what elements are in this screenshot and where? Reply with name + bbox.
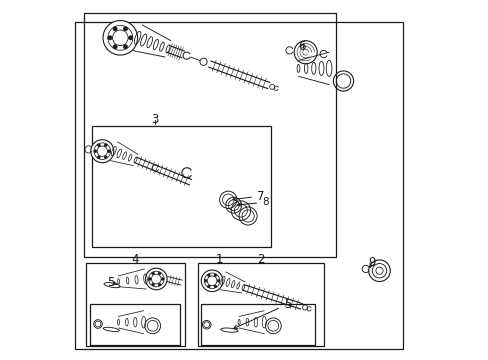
Circle shape [145,268,167,290]
Circle shape [204,279,206,282]
Bar [91,126,271,247]
Circle shape [201,270,223,292]
Circle shape [151,272,154,275]
Text: 5: 5 [107,276,117,289]
Circle shape [97,156,100,158]
Bar [84,13,336,257]
Text: 5: 5 [233,298,291,329]
Circle shape [91,140,114,163]
Bar [89,304,179,345]
Circle shape [158,283,161,286]
Text: 8: 8 [237,197,268,207]
Circle shape [207,285,210,288]
Text: 9: 9 [368,256,375,269]
Circle shape [108,150,110,153]
Circle shape [113,27,117,31]
Circle shape [123,27,127,31]
Circle shape [207,274,210,276]
Circle shape [214,285,216,288]
Text: 2: 2 [256,253,264,266]
Text: 6: 6 [298,40,305,53]
Circle shape [217,279,220,282]
Circle shape [97,144,100,147]
Bar [201,304,314,345]
Circle shape [161,278,164,280]
Text: 4: 4 [131,253,138,266]
Circle shape [214,274,216,276]
Circle shape [158,272,161,275]
Text: 7: 7 [232,190,264,203]
Circle shape [104,156,107,158]
Circle shape [128,36,132,40]
Circle shape [104,144,107,147]
Bar [86,263,185,346]
Circle shape [123,45,127,49]
Circle shape [108,36,112,40]
Circle shape [113,45,117,49]
Circle shape [94,150,97,153]
Text: 1: 1 [215,253,223,266]
Bar [197,263,323,346]
Circle shape [103,21,137,55]
Text: 3: 3 [150,113,158,126]
Circle shape [148,278,151,280]
Circle shape [151,283,154,286]
